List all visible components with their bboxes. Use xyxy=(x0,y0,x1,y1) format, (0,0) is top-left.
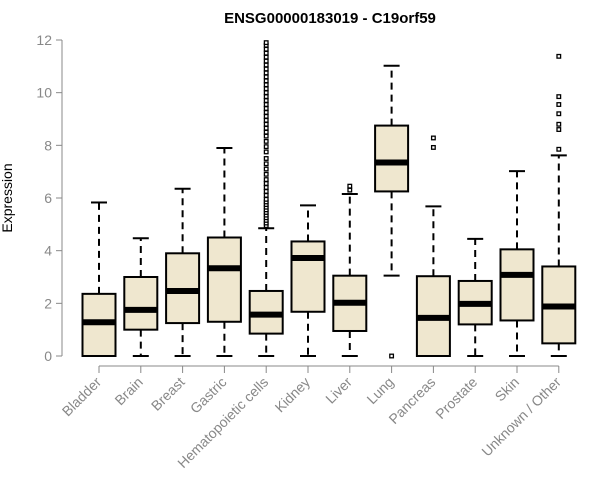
outlier-point xyxy=(263,121,269,127)
outlier-point xyxy=(263,62,269,68)
outlier-point xyxy=(263,109,269,115)
outlier-point xyxy=(556,102,562,107)
outlier-point xyxy=(263,138,269,144)
outlier-point xyxy=(263,94,269,100)
box-pancreas xyxy=(415,135,451,357)
box-lung xyxy=(374,64,410,359)
y-tick-label: 12 xyxy=(36,32,52,48)
outlier-point xyxy=(263,70,269,76)
outlier-point xyxy=(263,74,269,80)
outlier-point xyxy=(263,133,269,139)
outlier-point xyxy=(263,98,269,104)
outlier-point xyxy=(263,90,269,96)
y-tick-label: 8 xyxy=(44,137,52,153)
outlier-point xyxy=(263,113,269,119)
x-tick-label: Kidney xyxy=(272,374,314,416)
x-tick-label: Lung xyxy=(363,374,396,407)
outlier-point xyxy=(556,121,562,127)
x-tick-label: Unknown / Other xyxy=(478,374,564,460)
outlier-point xyxy=(263,192,269,198)
outlier-point xyxy=(556,94,562,100)
box-kidney xyxy=(290,204,326,357)
box-liver xyxy=(332,183,368,357)
outlier-point xyxy=(263,78,269,84)
iqr-box xyxy=(123,276,159,331)
box-series xyxy=(81,40,577,359)
x-tick-label: Bladder xyxy=(59,374,105,420)
chart-title: ENSG00000183019 - C19orf59 xyxy=(224,10,436,27)
outlier-point xyxy=(263,46,269,52)
outlier-point xyxy=(263,58,269,64)
outlier-point xyxy=(556,127,562,132)
x-tick-label: Breast xyxy=(148,374,188,414)
box-hematopoietic-cells xyxy=(248,40,284,357)
outlier-point xyxy=(263,144,269,150)
outlier-point xyxy=(263,171,269,177)
outlier-point xyxy=(556,146,562,152)
outlier-point xyxy=(263,102,269,107)
outlier-point xyxy=(430,144,436,150)
x-tick-label: Brain xyxy=(111,374,145,408)
box-bladder xyxy=(81,201,117,357)
outlier-point xyxy=(263,54,269,60)
box-skin xyxy=(499,170,535,357)
y-tick-label: 6 xyxy=(44,190,52,206)
outlier-point xyxy=(263,50,269,56)
y-axis-label: Expression xyxy=(0,163,15,232)
outlier-point xyxy=(263,125,269,131)
outlier-point xyxy=(263,149,269,155)
outlier-point xyxy=(263,129,269,135)
outlier-point xyxy=(263,185,269,190)
outlier-point xyxy=(430,135,436,141)
outlier-point xyxy=(263,82,269,88)
y-tick-label: 4 xyxy=(44,243,52,259)
box-prostate xyxy=(457,237,493,357)
outlier-point xyxy=(263,117,269,123)
outlier-point xyxy=(263,156,269,161)
outlier-point xyxy=(263,66,269,72)
outlier-point xyxy=(556,111,562,117)
box-gastric xyxy=(206,146,242,357)
outlier-point xyxy=(263,106,269,111)
outlier-point xyxy=(263,40,269,46)
outlier-point xyxy=(263,86,269,92)
outlier-point xyxy=(347,183,353,189)
y-tick-label: 2 xyxy=(44,295,52,311)
iqr-box xyxy=(499,248,535,322)
outlier-point xyxy=(389,353,395,359)
y-axis: 0 2 4 6 8 10 12 xyxy=(36,32,63,364)
iqr-box xyxy=(290,240,326,313)
outlier-point xyxy=(263,166,269,172)
box-breast xyxy=(165,187,201,357)
outlier-point xyxy=(347,187,353,193)
x-tick-label: Liver xyxy=(322,374,355,407)
box-brain xyxy=(123,237,159,357)
outlier-point xyxy=(263,177,269,183)
outlier-point xyxy=(263,188,269,194)
x-tick-label: Skin xyxy=(492,374,523,405)
outlier-point xyxy=(263,181,269,186)
iqr-box xyxy=(206,236,242,323)
outlier-point xyxy=(263,196,269,202)
outlier-point xyxy=(263,161,269,167)
iqr-box xyxy=(374,124,410,193)
outlier-point xyxy=(556,53,562,59)
y-tick-label: 0 xyxy=(44,348,52,364)
y-tick-label: 10 xyxy=(36,85,52,101)
x-tick-label: Prostate xyxy=(432,374,480,422)
box-unknown-other xyxy=(541,53,577,357)
